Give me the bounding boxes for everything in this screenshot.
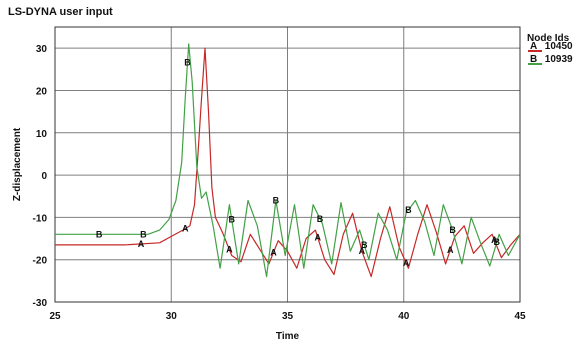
legend-item-10939: B 10939: [530, 54, 573, 65]
y-tick-label: 20: [36, 86, 48, 97]
series-marker-10939: B: [96, 229, 103, 239]
series-lines: [55, 43, 521, 278]
x-tick-label: 35: [282, 311, 294, 322]
series-marker-10450: A: [270, 247, 277, 257]
y-tick-label: 30: [36, 44, 48, 55]
plot-area: [54, 26, 521, 303]
x-tick-label: 25: [49, 311, 61, 322]
series-marker-10939: B: [317, 214, 324, 224]
y-tick-label: 0: [41, 171, 47, 182]
x-tick-label: 30: [166, 311, 178, 322]
legend-label-10450: 10450: [544, 41, 573, 52]
x-tick-label: 40: [398, 311, 410, 322]
series-marker-10939: B: [228, 215, 235, 225]
series-marker-10939: B: [361, 240, 368, 250]
chart-title: LS-DYNA user input: [8, 6, 113, 18]
legend-label-10939: 10939: [544, 54, 573, 65]
series-marker-10939: B: [140, 229, 147, 239]
y-tick-label: 10: [36, 129, 48, 140]
y-tick-label: -20: [33, 256, 48, 267]
series-marker-10939: B: [273, 195, 280, 205]
series-marker-10450: A: [491, 235, 498, 245]
legend-title: Node Ids: [527, 33, 570, 44]
series-marker-10450: A: [447, 245, 454, 255]
series-marker-10450: A: [314, 232, 321, 242]
y-axis-ticks: -30 -20 -10 0 10 20 30: [33, 44, 48, 309]
series-marker-10450: A: [403, 258, 410, 268]
series-marker-10939: B: [449, 225, 456, 235]
series-marker-10450: A: [138, 239, 145, 249]
y-tick-label: -30: [33, 298, 48, 309]
series-marker-10939: B: [405, 205, 412, 215]
series-marker-10450: A: [226, 245, 233, 255]
y-tick-label: -10: [33, 213, 48, 224]
series-line-10450: [55, 47, 521, 278]
legend-swatch-10450: [528, 50, 542, 52]
series-marker-10450: A: [182, 224, 189, 234]
x-axis-ticks: 25 30 35 40 45: [49, 311, 526, 322]
x-axis-label: Time: [276, 331, 300, 342]
y-axis-label: Z-displacement: [12, 127, 23, 201]
plot-frame: [54, 26, 521, 303]
series-line-10939: [55, 43, 521, 278]
series-marker-10450: A: [359, 246, 366, 256]
series-marker-10939: B: [494, 237, 501, 247]
x-tick-label: 45: [514, 311, 526, 322]
legend-swatch-10939: [528, 63, 542, 65]
legend-marker-b: B: [530, 54, 538, 65]
grid-lines: [54, 27, 521, 303]
series-marker-10939: B: [184, 57, 191, 67]
legend-marker-a: A: [530, 41, 538, 52]
legend-item-10450: A 10450: [530, 41, 573, 52]
